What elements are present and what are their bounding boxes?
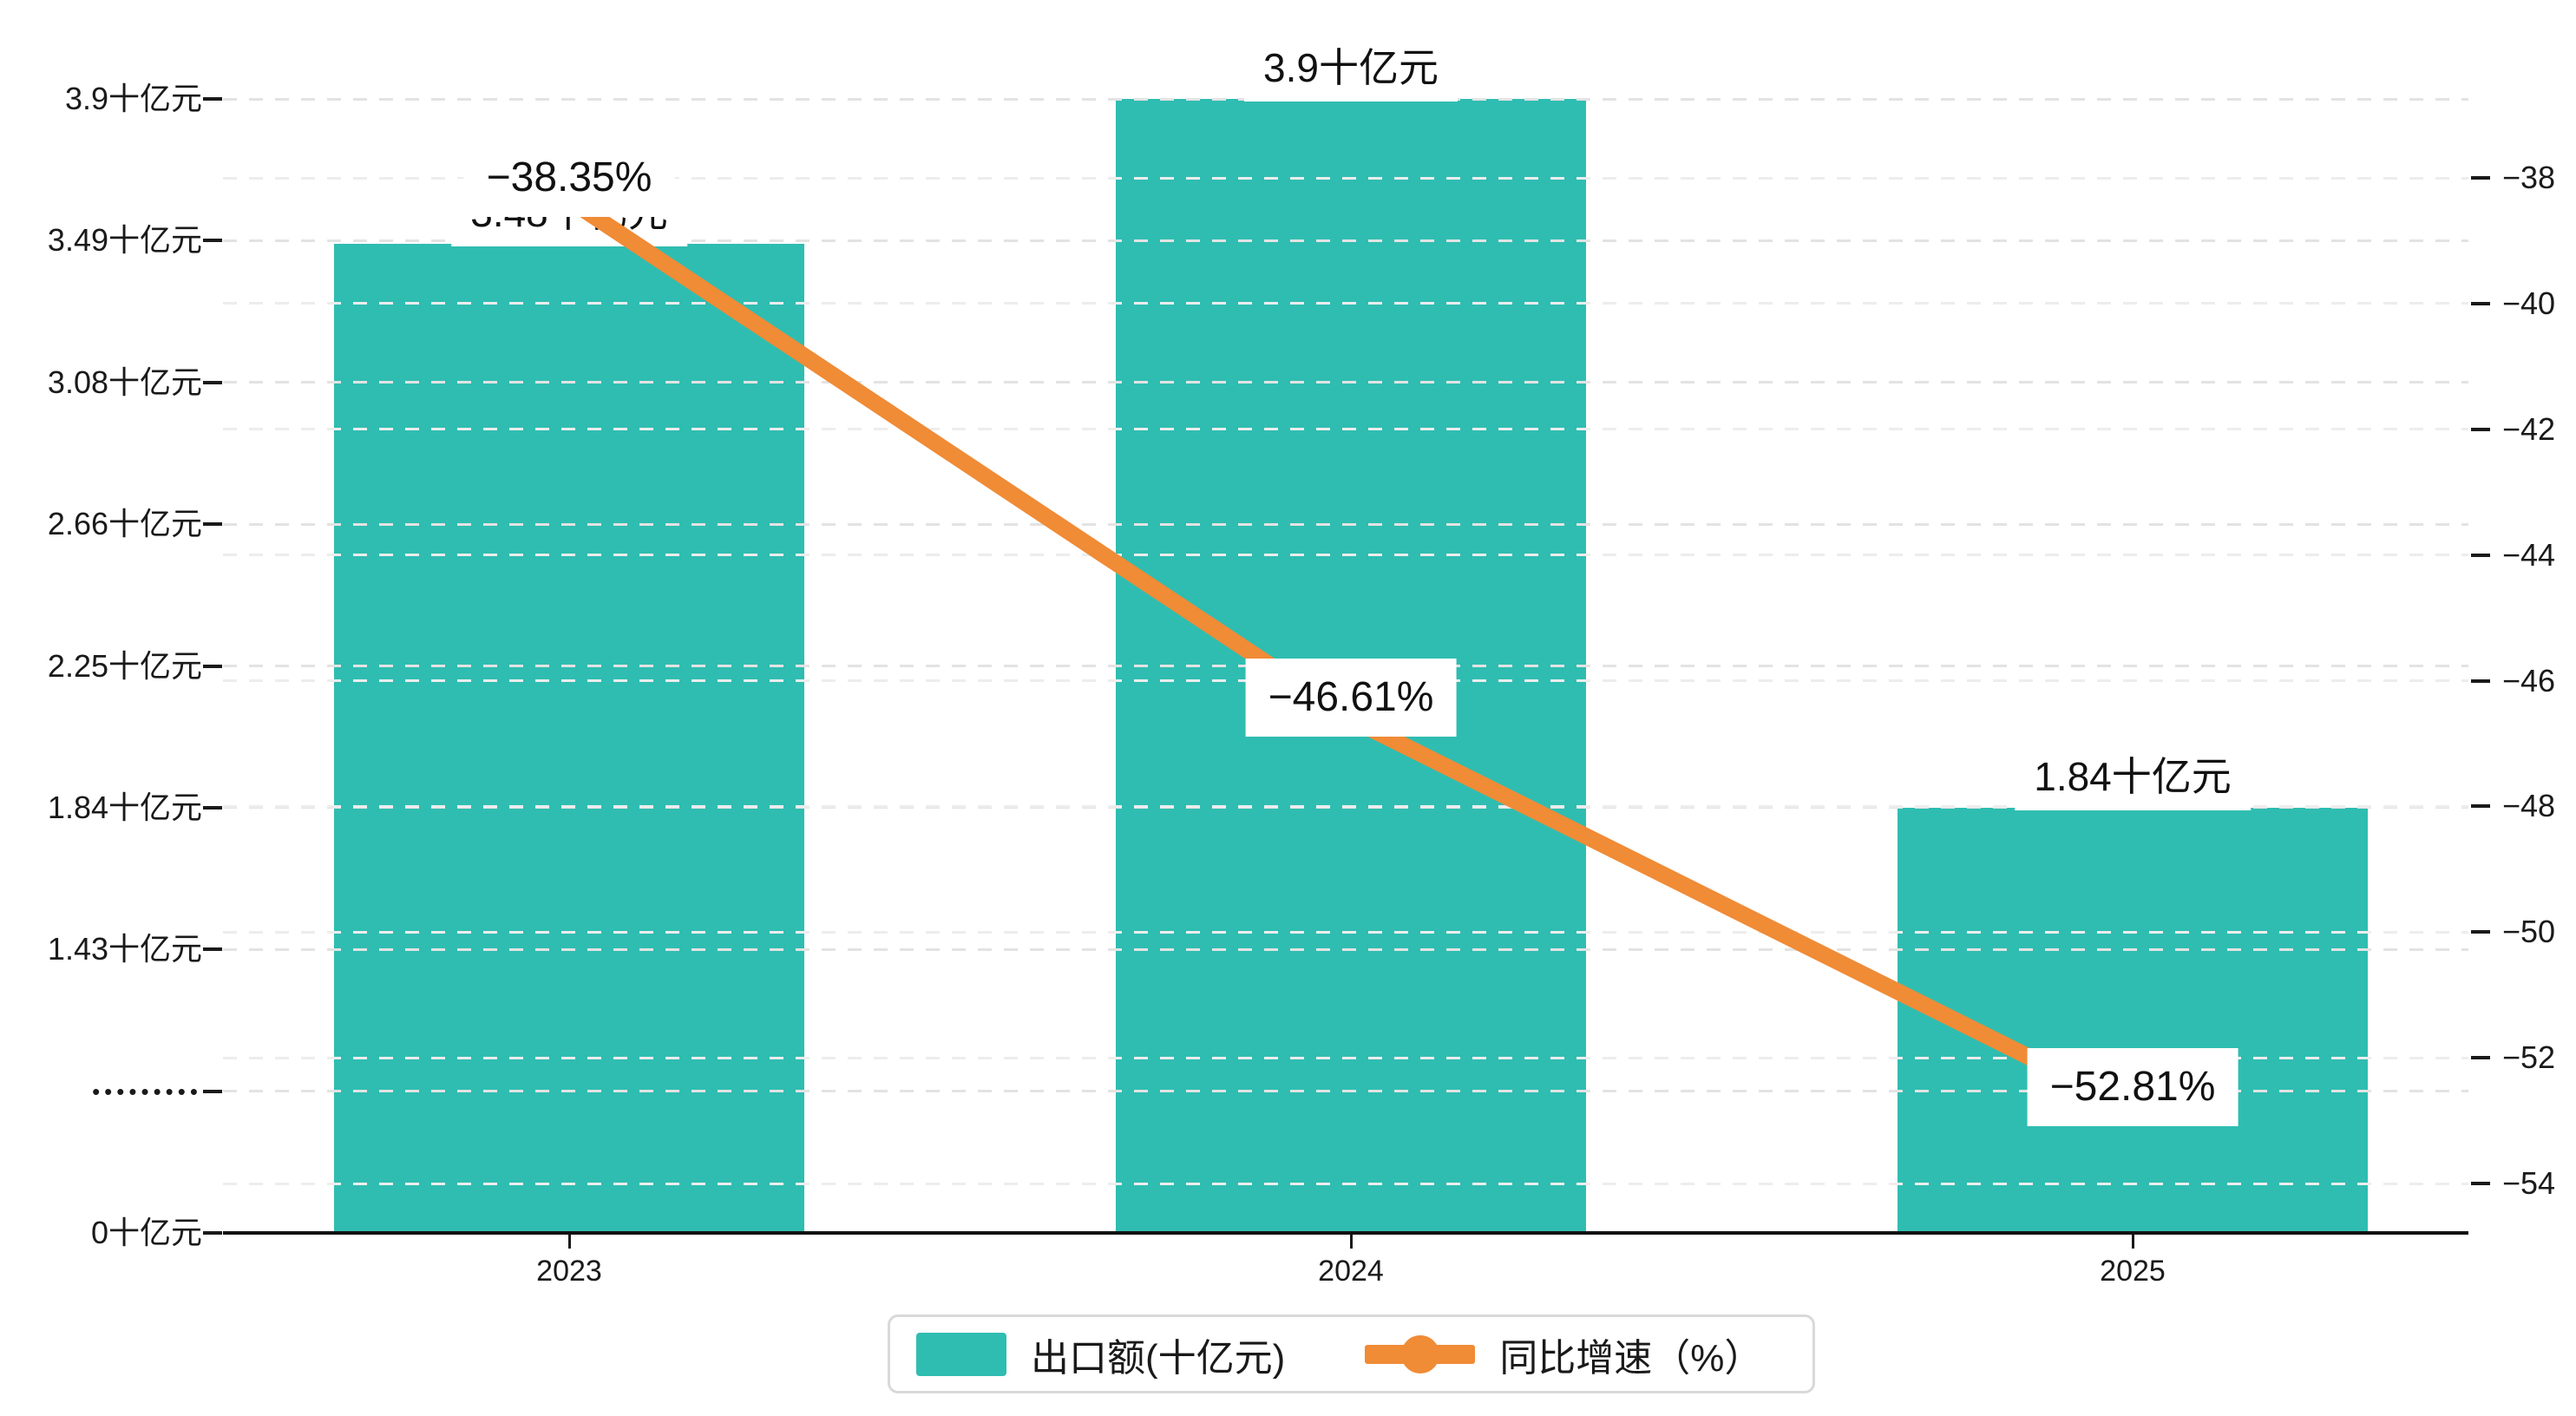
right-axis-tick-label: −54 bbox=[2502, 1165, 2556, 1201]
legend-item-growth[interactable]: 同比增速（%） bbox=[1365, 1327, 1762, 1382]
left-axis-tick-mark bbox=[203, 1089, 222, 1093]
left-axis-tick-mark bbox=[203, 664, 222, 668]
legend-item-label: 出口额(十亿元) bbox=[1031, 1336, 1286, 1380]
line-with-dot-icon bbox=[1365, 1333, 1476, 1376]
right-axis-tick-label: −48 bbox=[2502, 788, 2556, 824]
left-axis-tick-mark bbox=[203, 239, 222, 243]
right-axis-tick-label: −42 bbox=[2502, 410, 2556, 447]
left-axis-tick-label: 3.08十亿元 bbox=[47, 364, 202, 400]
left-axis-gridline bbox=[223, 806, 2468, 810]
left-axis-tick-mark bbox=[203, 805, 222, 810]
right-axis-tick-label: −52 bbox=[2502, 1039, 2556, 1076]
growth-value-label: −38.35% bbox=[463, 139, 675, 218]
left-axis-tick-label: 2.25十亿元 bbox=[47, 647, 202, 684]
growth-value-label: −52.81% bbox=[2027, 1047, 2238, 1126]
left-axis-gridline bbox=[223, 381, 2468, 384]
left-axis-tick-label: 2.66十亿元 bbox=[47, 506, 202, 542]
left-axis-tick-label: ••••••••• bbox=[92, 1078, 202, 1105]
right-axis-tick-label: −44 bbox=[2502, 536, 2556, 573]
right-axis-tick-mark bbox=[2471, 427, 2490, 431]
legend-item-label: 同比增速（%） bbox=[1499, 1336, 1763, 1380]
left-axis-tick-mark bbox=[203, 947, 222, 952]
x-axis-tick-mark bbox=[567, 1235, 571, 1249]
legend-item-export[interactable]: 出口额(十亿元) bbox=[916, 1327, 1285, 1382]
right-axis-tick-label: −50 bbox=[2502, 914, 2556, 950]
x-axis-label-2023: 2023 bbox=[536, 1255, 602, 1288]
right-axis-tick-label: −38 bbox=[2502, 160, 2556, 195]
left-axis-gridline bbox=[223, 522, 2468, 526]
right-axis-gridline bbox=[223, 1182, 2468, 1185]
right-axis-tick-mark bbox=[2471, 804, 2490, 809]
x-axis-label-2025: 2025 bbox=[2100, 1255, 2166, 1288]
x-axis-tick-mark bbox=[1349, 1235, 1353, 1249]
bar-value-label: 1.84十亿元 bbox=[2015, 742, 2251, 810]
export-bar-2025[interactable] bbox=[1898, 807, 2368, 1233]
left-axis-gridline bbox=[223, 947, 2468, 951]
left-axis-tick-label: 3.9十亿元 bbox=[64, 81, 202, 116]
legend-line-dot bbox=[1401, 1334, 1440, 1373]
left-axis-tick-mark bbox=[203, 97, 222, 101]
growth-value-label: −46.61% bbox=[1245, 658, 1457, 737]
right-axis-gridline bbox=[223, 1056, 2468, 1059]
right-axis-tick-mark bbox=[2471, 176, 2490, 180]
right-axis-tick-label: −40 bbox=[2502, 285, 2556, 321]
left-axis-gridline bbox=[223, 239, 2468, 242]
left-axis-gridline bbox=[223, 1090, 2468, 1093]
right-axis-gridline bbox=[223, 302, 2468, 305]
right-axis-gridline bbox=[223, 176, 2468, 180]
left-axis-tick-label: 3.49十亿元 bbox=[47, 222, 202, 259]
export-bar-2023[interactable] bbox=[334, 244, 804, 1233]
left-axis-tick-label: 0十亿元 bbox=[90, 1215, 202, 1250]
left-axis-tick-mark bbox=[203, 522, 222, 527]
right-axis-tick-mark bbox=[2471, 301, 2490, 305]
right-axis-tick-mark bbox=[2471, 678, 2490, 683]
x-axis-label-2024: 2024 bbox=[1318, 1255, 1384, 1288]
right-axis-tick-mark bbox=[2471, 1056, 2490, 1060]
bar-value-label: 3.9十亿元 bbox=[1244, 34, 1458, 102]
x-axis-tick-mark bbox=[2131, 1235, 2134, 1249]
right-axis-tick-mark bbox=[2471, 930, 2490, 934]
right-axis-gridline bbox=[223, 554, 2468, 557]
left-axis-tick-mark bbox=[203, 380, 222, 384]
left-axis-tick-label: 1.43十亿元 bbox=[47, 931, 202, 967]
x-axis-line bbox=[223, 1231, 2468, 1235]
right-axis-tick-mark bbox=[2471, 553, 2490, 557]
left-axis-tick-label: 1.84十亿元 bbox=[47, 789, 202, 825]
right-axis-tick-mark bbox=[2471, 1182, 2490, 1185]
right-axis-gridline bbox=[223, 930, 2468, 934]
right-axis-gridline bbox=[223, 804, 2468, 808]
right-axis-gridline bbox=[223, 428, 2468, 431]
bar-swatch-icon bbox=[916, 1332, 1006, 1376]
left-axis-tick-mark bbox=[203, 1231, 222, 1235]
right-axis-tick-label: −46 bbox=[2502, 662, 2556, 698]
legend: 出口额(十亿元) 同比增速（%） bbox=[888, 1314, 1815, 1393]
